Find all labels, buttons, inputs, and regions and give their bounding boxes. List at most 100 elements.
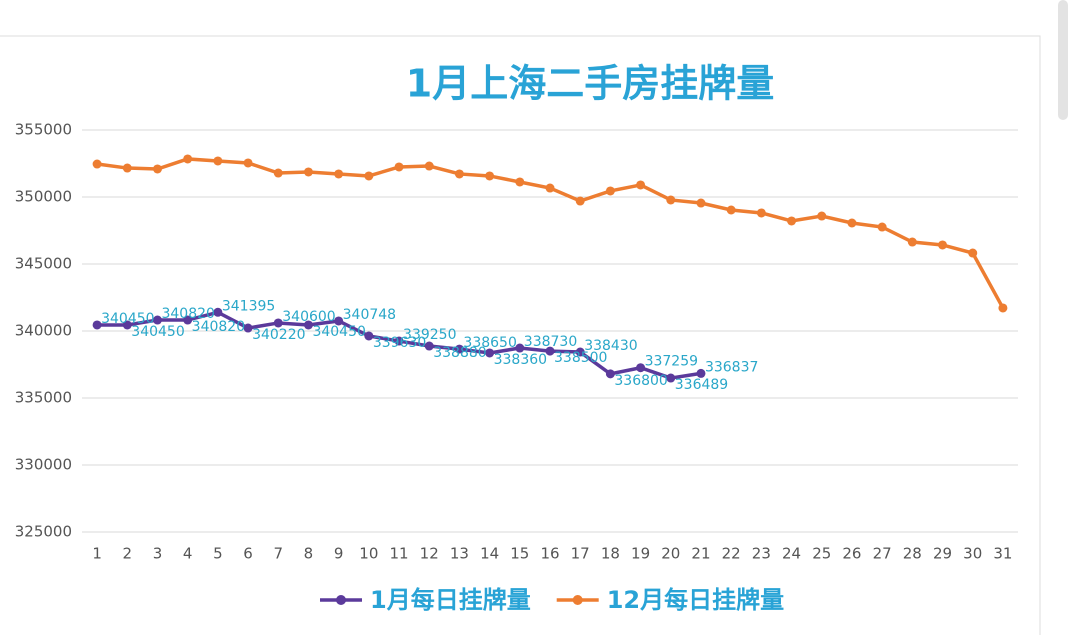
data-point: [636, 180, 646, 190]
legend-label: 1月每日挂牌量: [370, 586, 531, 614]
x-tick-label: 8: [304, 545, 314, 563]
data-point: [424, 341, 434, 351]
data-label: 340820: [161, 306, 214, 322]
x-tick-label: 2: [123, 545, 133, 563]
data-label: 340450: [131, 324, 184, 340]
data-point: [454, 169, 464, 179]
x-tick-label: 28: [903, 545, 922, 563]
data-label: 336800: [614, 373, 667, 389]
x-tick-label: 4: [183, 545, 193, 563]
x-tick-label: 7: [273, 545, 283, 563]
x-tick-label: 12: [420, 545, 439, 563]
data-label: 338650: [463, 335, 516, 351]
data-point: [968, 248, 978, 258]
y-tick-label: 335000: [15, 389, 72, 407]
x-tick-label: 11: [389, 545, 408, 563]
data-point: [666, 373, 676, 383]
data-point: [122, 163, 132, 173]
data-label: 340820: [192, 319, 245, 335]
data-point: [152, 164, 162, 174]
y-tick-label: 340000: [15, 322, 72, 340]
x-tick-label: 24: [782, 545, 801, 563]
x-tick-label: 21: [691, 545, 710, 563]
data-point: [515, 343, 525, 353]
x-tick-label: 26: [842, 545, 861, 563]
data-point: [92, 320, 102, 330]
data-point: [666, 195, 676, 205]
data-label: 338430: [584, 338, 637, 354]
data-point: [907, 237, 917, 247]
scrollbar[interactable]: [1058, 0, 1068, 120]
x-tick-label: 6: [243, 545, 253, 563]
data-point: [998, 303, 1008, 313]
x-tick-label: 13: [450, 545, 469, 563]
x-tick-label: 16: [540, 545, 559, 563]
data-point: [394, 162, 404, 172]
legend-label: 12月每日挂牌量: [607, 586, 784, 614]
data-point: [575, 196, 585, 206]
data-point: [334, 316, 344, 326]
data-label: 340220: [252, 327, 305, 343]
data-label: 340450: [101, 311, 154, 327]
data-point: [696, 368, 706, 378]
x-tick-label: 10: [359, 545, 378, 563]
data-point: [938, 240, 948, 250]
data-label: 339250: [403, 327, 456, 343]
data-point: [273, 168, 283, 178]
x-tick-label: 5: [213, 545, 223, 563]
x-tick-label: 20: [661, 545, 680, 563]
data-point: [152, 315, 162, 325]
data-point: [545, 346, 555, 356]
data-point: [183, 154, 193, 164]
x-tick-label: 1: [92, 545, 102, 563]
data-point: [364, 331, 374, 341]
data-point: [485, 348, 495, 358]
data-label: 340450: [312, 324, 365, 340]
legend-marker: [336, 595, 346, 605]
x-tick-label: 9: [334, 545, 344, 563]
data-point: [213, 156, 223, 166]
data-point: [636, 363, 646, 373]
y-tick-label: 350000: [15, 188, 72, 206]
data-label: 338880: [433, 345, 486, 361]
x-tick-label: 23: [752, 545, 771, 563]
x-tick-label: 30: [963, 545, 982, 563]
data-point: [243, 158, 253, 168]
x-tick-label: 19: [631, 545, 650, 563]
data-point: [424, 161, 434, 171]
x-tick-label: 3: [153, 545, 163, 563]
data-label: 340748: [343, 307, 396, 323]
data-point: [303, 320, 313, 330]
data-point: [756, 208, 766, 218]
data-label: 338500: [554, 350, 607, 366]
x-tick-label: 29: [933, 545, 952, 563]
data-label: 338360: [494, 352, 547, 368]
y-tick-label: 325000: [15, 523, 72, 541]
data-point: [726, 205, 736, 215]
data-point: [817, 211, 827, 221]
data-point: [213, 307, 223, 317]
data-point: [273, 318, 283, 328]
chart-frame: [0, 35, 1041, 639]
data-point: [545, 183, 555, 193]
legend-marker: [572, 595, 583, 605]
data-point: [515, 177, 525, 187]
data-point: [575, 347, 585, 357]
data-point: [485, 171, 495, 181]
data-point: [605, 369, 615, 379]
y-tick-label: 330000: [15, 456, 72, 474]
data-point: [696, 198, 706, 208]
data-label: 337259: [645, 354, 698, 370]
x-tick-label: 22: [722, 545, 741, 563]
data-point: [92, 159, 102, 169]
data-point: [334, 169, 344, 179]
x-tick-label: 25: [812, 545, 831, 563]
data-point: [183, 315, 193, 325]
y-tick-label: 355000: [15, 121, 72, 139]
x-tick-label: 27: [873, 545, 892, 563]
data-label: 341395: [222, 298, 275, 314]
data-point: [303, 167, 313, 177]
x-tick-label: 31: [993, 545, 1012, 563]
data-point: [364, 171, 374, 181]
data-point: [877, 222, 887, 232]
